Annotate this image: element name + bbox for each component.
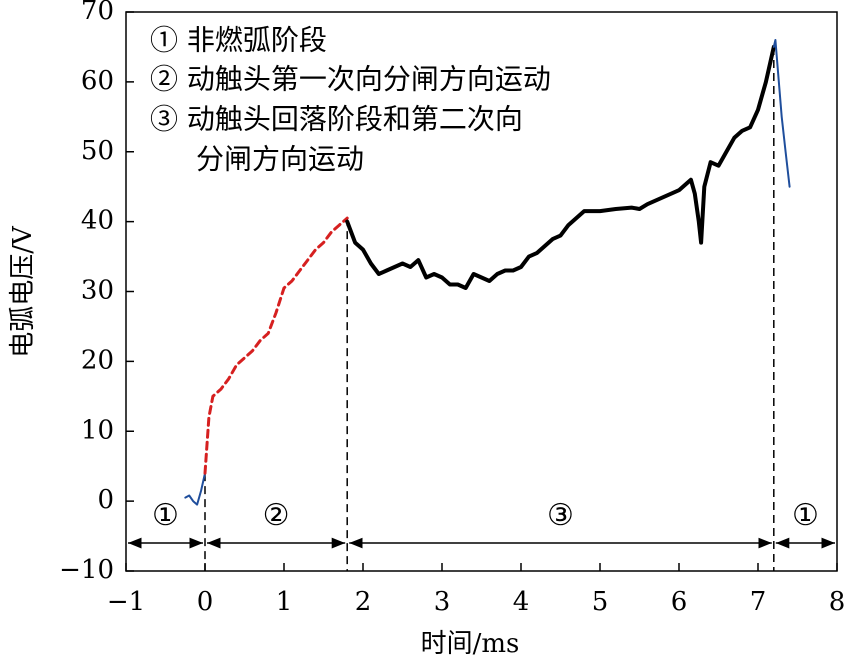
data-line [772, 39, 791, 188]
y-tick-label: 50 [81, 136, 114, 166]
x-tick-label: −1 [107, 587, 145, 617]
data-line [184, 472, 206, 506]
y-tick-label: 0 [97, 485, 114, 515]
x-tick-label: 0 [197, 587, 214, 617]
x-tick-label: 6 [671, 587, 688, 617]
y-tick-label: 30 [81, 276, 114, 306]
x-tick-label: 3 [434, 587, 451, 617]
y-axis-label: 电弧电压/V [8, 225, 38, 358]
x-tick-label: 5 [592, 587, 609, 617]
note: ① 非燃弧阶段 [150, 24, 327, 57]
x-tick-label: 7 [750, 587, 767, 617]
y-tick-label: 10 [81, 415, 114, 445]
note: 分闸方向运动 [196, 143, 364, 176]
x-tick-label: 2 [355, 587, 372, 617]
data-line [345, 44, 776, 290]
y-tick-label: 70 [81, 0, 114, 26]
data-line [203, 216, 349, 475]
phase-label: ③ [547, 498, 574, 533]
x-axis-label: 时间/ms [421, 629, 520, 659]
y-tick-label: 60 [81, 66, 114, 96]
y-tick-label: 40 [81, 206, 114, 236]
note: ② 动触头第一次向分闸方向运动 [150, 63, 551, 96]
x-tick-label: 4 [513, 587, 530, 617]
phase-label: ① [152, 498, 179, 533]
y-tick-label: 20 [81, 345, 114, 375]
phase-label: ② [263, 498, 290, 533]
note: ③ 动触头回落阶段和第二次向 [150, 103, 523, 136]
y-tick-label: −10 [59, 555, 114, 585]
x-tick-label: 8 [829, 587, 846, 617]
plot-frame [125, 11, 838, 572]
x-tick-label: 1 [276, 587, 293, 617]
phase-label: ① [792, 498, 819, 533]
